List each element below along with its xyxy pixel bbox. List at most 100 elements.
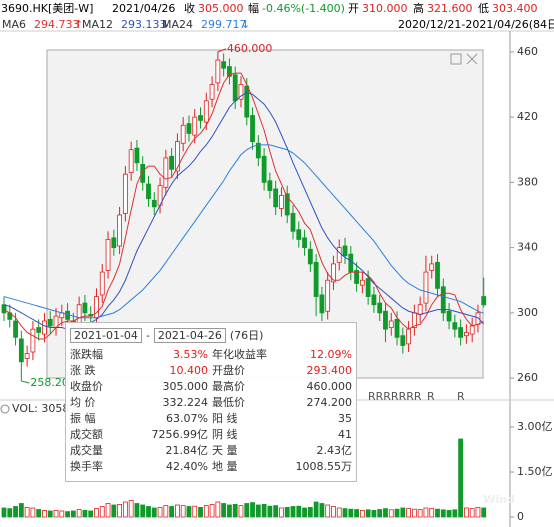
volume-bar	[128, 500, 134, 518]
high-label: 高	[413, 1, 424, 15]
volume-bar	[88, 510, 94, 518]
candle-body	[163, 157, 169, 188]
candle-body	[342, 245, 348, 257]
header-bg	[0, 0, 554, 30]
candle-body	[94, 296, 99, 319]
y-tick-label: 1.50亿	[517, 465, 553, 478]
candle-body	[261, 155, 267, 183]
stat-value: 460.000	[306, 380, 353, 393]
volume-bar	[227, 504, 232, 518]
volume-bar	[47, 510, 53, 518]
high: 321.600	[427, 2, 473, 15]
candle-body	[1, 304, 7, 314]
volume-bar	[192, 505, 198, 518]
candle-body	[354, 270, 359, 284]
stats-row: 振 幅 63.07% 阳 线 35	[66, 411, 356, 427]
stat-label: 涨 跌	[70, 364, 96, 377]
candle-body	[331, 263, 336, 283]
volume-bar	[59, 510, 65, 518]
y-tick-label: 380	[517, 175, 538, 188]
y-tick-label: 340	[517, 241, 538, 254]
candle-body	[279, 195, 284, 209]
volume-bar	[331, 506, 336, 518]
stat-value: 274.200	[306, 396, 353, 409]
vol-icon[interactable]	[0, 404, 10, 414]
volume-bar	[469, 508, 475, 518]
candle-body	[227, 66, 232, 77]
candle-body	[221, 61, 227, 69]
volume-bar	[411, 508, 417, 518]
candle-body	[47, 318, 53, 327]
candle-body	[400, 335, 406, 346]
ma-arrow: ↑	[74, 18, 83, 31]
volume-bar	[1, 507, 7, 518]
candle-body	[284, 193, 290, 216]
candle-body	[429, 263, 435, 271]
volume-bar	[319, 503, 325, 518]
start-date: 2021-01-04	[70, 327, 142, 343]
candle-body	[394, 318, 400, 338]
volume-bar	[13, 506, 18, 518]
volume-bar	[284, 506, 290, 518]
candle-body	[377, 302, 383, 314]
candle-body	[117, 214, 122, 247]
candle-body	[151, 199, 157, 208]
close-icon[interactable]	[466, 53, 478, 65]
stat-value: 1008.55万	[295, 460, 353, 473]
stat-value: 21.84亿	[165, 444, 209, 457]
candle-body	[452, 322, 458, 330]
candle-body	[469, 325, 475, 335]
stat-label: 阴 线	[212, 428, 238, 441]
candle-body	[458, 327, 464, 338]
stat-label: 最高价	[212, 380, 245, 393]
watermark: Wind	[483, 493, 515, 506]
stat-label: 换手率	[70, 460, 103, 473]
candle-body	[122, 173, 128, 214]
candle-body	[186, 123, 192, 134]
zoom-icon[interactable]	[450, 53, 462, 65]
low-label: 低	[478, 2, 489, 15]
candle-body	[99, 271, 105, 296]
y-tick-label: 460	[517, 45, 538, 58]
volume-bar	[406, 508, 412, 518]
stat-label: 成交额	[70, 428, 103, 441]
candle-body	[290, 212, 296, 232]
candle-body	[383, 310, 388, 330]
ma-arrow: ↓	[241, 18, 250, 31]
volume-bar	[481, 507, 487, 518]
candle-body	[307, 248, 313, 265]
stat-label: 年化收益率	[212, 348, 267, 361]
separator: -	[145, 328, 150, 342]
volume-bar	[261, 503, 267, 518]
open-label: 开	[348, 2, 359, 15]
candle-body	[319, 294, 325, 314]
candle-body	[296, 229, 302, 240]
stat-value: 41	[338, 428, 352, 441]
stats-row: 换手率 42.40% 地 量 1008.55万	[66, 459, 356, 475]
range: 2020/12/21-2021/04/26(84日)	[398, 18, 554, 31]
candle-body	[140, 164, 146, 183]
volume-bar	[267, 505, 273, 518]
volume-bar	[290, 506, 296, 518]
ma-line	[3, 72, 484, 340]
volume-bar	[209, 503, 215, 518]
volume-bar	[163, 505, 169, 518]
annotation-line	[21, 380, 30, 384]
date: 2021/04/26	[112, 2, 175, 15]
candle-body	[365, 278, 371, 297]
volume-bar	[446, 509, 452, 518]
volume-bar	[134, 503, 140, 518]
volume-bar	[42, 509, 47, 518]
volume-bar	[296, 505, 302, 518]
volume-bar	[273, 505, 279, 518]
volume-bar	[76, 509, 82, 518]
candle-body	[232, 74, 238, 102]
volume-bar	[36, 509, 42, 518]
stats-row: 成交量 21.84亿天 量 2.43亿	[66, 443, 356, 459]
volume-bar	[117, 503, 122, 518]
candle-body	[267, 180, 273, 191]
volume-bar	[435, 508, 440, 518]
candle-body	[388, 320, 394, 328]
y-tick-label: 260	[517, 371, 538, 384]
candle-body	[180, 124, 186, 144]
